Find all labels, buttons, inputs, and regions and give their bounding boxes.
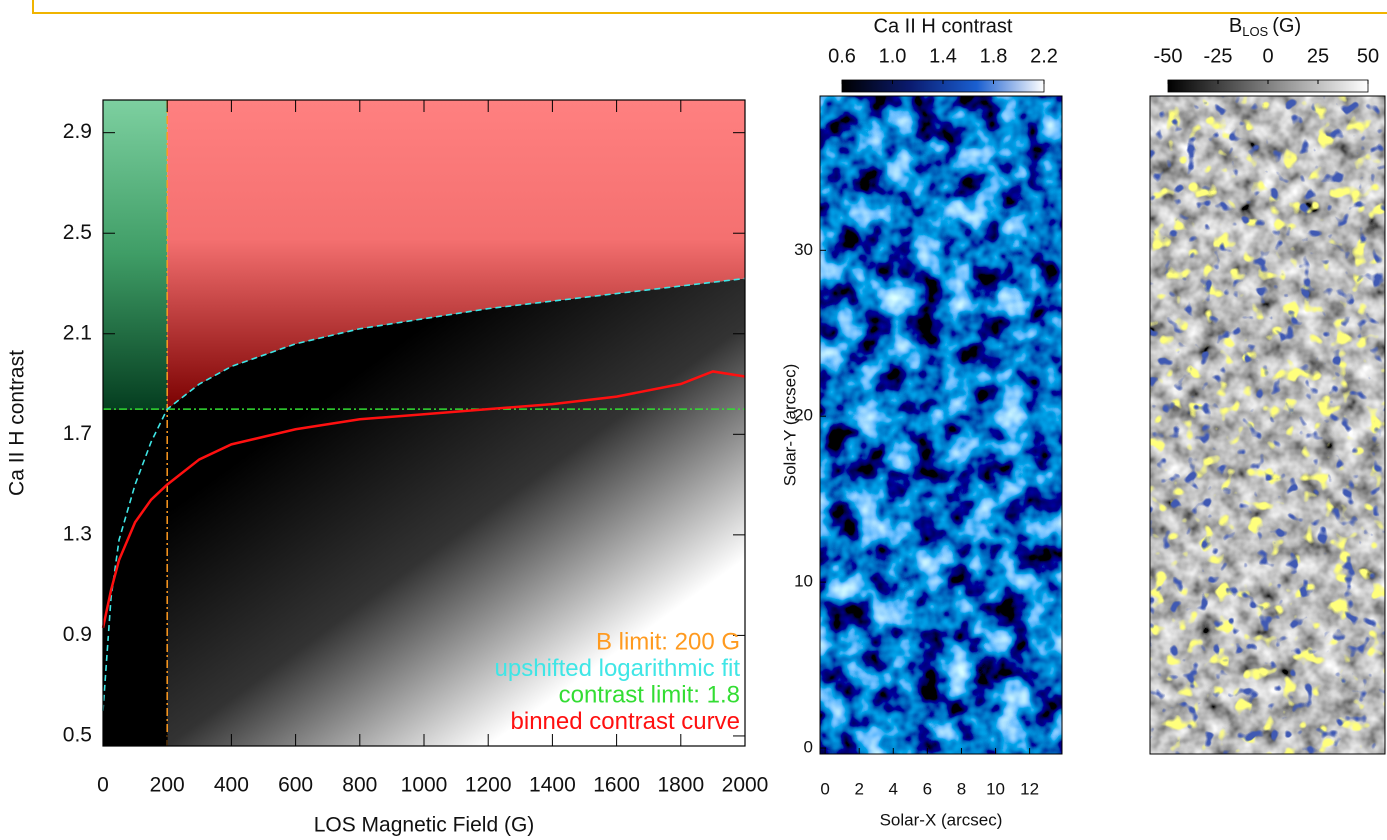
- image-frame: [819, 95, 1063, 755]
- x-tick-label: 8: [957, 779, 966, 798]
- y-tick-label: 30: [794, 240, 813, 259]
- title-main: B: [1229, 15, 1242, 37]
- title-unit: (G): [1272, 15, 1301, 37]
- red-region: [167, 100, 745, 410]
- title-sub: LOS: [1242, 24, 1268, 39]
- x-tick-label: 1000: [401, 774, 448, 797]
- scatter-cloud: [103, 278, 745, 746]
- x-tick-label: 600: [278, 774, 313, 797]
- colorbar-tick-label: 25: [1307, 45, 1329, 67]
- colorbar-tick-label: 50: [1357, 45, 1379, 67]
- ca-image: [820, 96, 1062, 754]
- y-tick-label: 1.3: [63, 522, 92, 545]
- colorbar-title: Ca II H contrast: [874, 15, 1013, 37]
- x-tick-label: 200: [150, 774, 185, 797]
- colorbar-tick-label: -50: [1154, 45, 1183, 67]
- x-tick-label: 0: [820, 779, 829, 798]
- frame-border: [32, 0, 1387, 14]
- colorbar-tick-label: 2.2: [1030, 45, 1058, 67]
- x-axis-label: LOS Magnetic Field (G): [314, 814, 535, 837]
- y-axis-label: Ca II H contrast: [6, 350, 29, 496]
- y-tick-label: 2.1: [63, 321, 92, 344]
- x-tick-label: 1400: [529, 774, 576, 797]
- binned-curve: [101, 370, 746, 629]
- x-tick-label: 2: [854, 779, 863, 798]
- image-frame: [1149, 95, 1386, 755]
- x-tick-label: 1800: [657, 774, 704, 797]
- colorbar-title: BLOS (G): [1229, 15, 1301, 39]
- y-axis-label: Solar-Y (arcsec): [780, 364, 799, 487]
- colorbar-tick-label: 0.6: [828, 45, 856, 67]
- x-tick-label: 1200: [465, 774, 512, 797]
- x-tick-label: 10: [986, 779, 1005, 798]
- legend-entry: contrast limit: 1.8: [559, 681, 740, 708]
- x-tick-label: 2000: [722, 774, 769, 797]
- negative-flux: [1150, 96, 1385, 754]
- fit-line: [102, 277, 746, 711]
- y-tick-label: 2.5: [63, 221, 92, 244]
- y-tick-label: 0: [804, 738, 813, 757]
- colorbar-tick-label: 1.0: [879, 45, 907, 67]
- legend-entry: upshifted logarithmic fit: [495, 655, 741, 682]
- y-tick-label: 2.9: [63, 120, 92, 143]
- weak-field-region: [103, 409, 168, 746]
- x-tick-label: 12: [1020, 779, 1039, 798]
- y-tick-label: 1.7: [63, 422, 92, 445]
- y-tick-label: 20: [794, 406, 813, 425]
- y-tick-label: 10: [794, 572, 813, 591]
- x-tick-label: 1600: [593, 774, 640, 797]
- green-region: [103, 100, 168, 410]
- colorbar-tick-label: -25: [1204, 45, 1233, 67]
- x-tick-label: 4: [889, 779, 898, 798]
- x-tick-label: 6: [923, 779, 932, 798]
- colorbar-tick-label: 0: [1262, 45, 1273, 67]
- colorbar-tick-label: 1.8: [980, 45, 1008, 67]
- y-tick-label: 0.9: [63, 623, 92, 646]
- x-tick-label: 0: [97, 774, 109, 797]
- colorbar-tick-label: 1.4: [929, 45, 957, 67]
- y-tick-label: 0.5: [63, 723, 92, 746]
- legend-entry: binned contrast curve: [511, 708, 740, 735]
- x-axis-label: Solar-X (arcsec): [880, 810, 1003, 829]
- x-tick-label: 800: [342, 774, 377, 797]
- x-tick-label: 400: [214, 774, 249, 797]
- legend-entry: B limit: 200 G: [596, 628, 740, 655]
